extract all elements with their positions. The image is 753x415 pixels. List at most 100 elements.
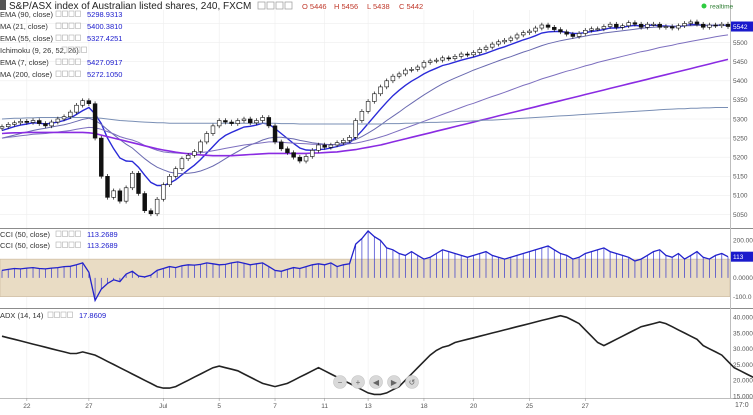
ohlc-open: O 5446 [302, 2, 327, 11]
candle [415, 66, 420, 70]
svg-text:113: 113 [733, 254, 744, 261]
candle [477, 49, 483, 53]
square-icon[interactable] [68, 230, 75, 237]
square-icon[interactable] [62, 22, 68, 29]
candle [645, 23, 650, 28]
legend-item[interactable]: ADX (14, 14) 17.8609 [0, 311, 106, 320]
square-icon[interactable] [55, 58, 62, 65]
ohlc-low: L 5438 [367, 2, 390, 11]
legend-item[interactable]: CCI (50, close) 113.2689 [0, 230, 118, 239]
square-icon[interactable] [47, 311, 54, 318]
title-buttons[interactable] [257, 1, 293, 10]
square-icon[interactable] [68, 22, 75, 29]
time-tick-label: 27 [85, 403, 93, 410]
legend-item[interactable]: EMA (55, close) 5327.4251 [0, 34, 122, 43]
legend-item[interactable]: Ichimoku (9, 26, 52, 26) [0, 46, 87, 55]
square-icon[interactable] [74, 46, 81, 53]
square-icon[interactable] [55, 22, 62, 29]
square-icon[interactable] [55, 241, 62, 248]
price-tick-label: 5150 [733, 174, 748, 181]
close-icon[interactable] [275, 1, 284, 10]
candle [223, 120, 228, 123]
square-icon[interactable] [75, 58, 81, 65]
svg-text:+: + [356, 378, 361, 387]
square-icon[interactable] [55, 34, 62, 41]
collapse-icon[interactable] [0, 0, 6, 10]
legend-item[interactable]: CCI (50, close) 113.2689 [0, 241, 118, 250]
square-icon[interactable] [55, 10, 62, 17]
ma-line [1, 58, 729, 157]
square-icon[interactable] [54, 311, 60, 318]
legend-label: Ichimoku (9, 26, 52, 26) [0, 46, 79, 55]
candle [372, 93, 377, 102]
adx-line [1, 314, 753, 396]
candle [328, 144, 334, 148]
candle [725, 23, 731, 27]
square-icon[interactable] [68, 58, 75, 65]
candle [465, 53, 470, 56]
candle [291, 152, 296, 158]
square-icon[interactable] [75, 10, 81, 17]
legend-label: ADX (14, 14) [0, 311, 44, 320]
price-tick-label: 5100 [733, 193, 748, 200]
scroll-left-icon[interactable]: ◀ [369, 375, 383, 389]
candle [496, 41, 501, 45]
square-icon[interactable] [62, 70, 68, 77]
svg-text:−: − [338, 378, 343, 387]
square-icon[interactable] [62, 241, 68, 248]
square-icon[interactable] [62, 230, 68, 237]
realtime-dot-icon [701, 3, 707, 9]
square-icon[interactable] [75, 230, 81, 237]
candle [353, 120, 358, 138]
reset-icon[interactable]: ↺ [405, 375, 419, 389]
legend-item[interactable]: MA (200, close) 5272.1050 [0, 70, 122, 79]
square-icon[interactable] [62, 58, 68, 65]
square-icon[interactable] [67, 311, 73, 318]
candle [427, 60, 433, 63]
legend-label: CCI (50, close) [0, 230, 51, 239]
candle [123, 187, 129, 202]
legend-label: CCI (50, close) [0, 241, 51, 250]
square-icon[interactable] [81, 46, 87, 53]
scroll-right-icon[interactable]: ▶ [387, 375, 401, 389]
square-icon[interactable] [75, 22, 81, 29]
square-icon[interactable] [68, 241, 75, 248]
square-icon[interactable] [62, 34, 68, 41]
candle [229, 121, 234, 124]
time-tick-label: 13 [364, 403, 372, 410]
square-icon[interactable] [68, 10, 75, 17]
legend-item[interactable]: EMA (7, close) 5427.0917 [0, 58, 122, 67]
candle [111, 190, 116, 198]
zoom-in-icon[interactable]: + [351, 375, 365, 389]
cci-band [0, 258, 731, 297]
square-icon[interactable] [68, 34, 75, 41]
time-tick-label: 5 [217, 403, 221, 410]
square-icon[interactable] [75, 70, 81, 77]
more-icon[interactable] [284, 1, 293, 10]
square-icon[interactable] [75, 34, 81, 41]
candle [241, 118, 247, 121]
legend-value: 5298.9313 [87, 10, 122, 19]
candle [471, 52, 476, 56]
square-icon[interactable] [60, 311, 67, 318]
square-icon[interactable] [68, 46, 74, 53]
eye-icon[interactable] [257, 1, 266, 10]
settings-icon[interactable] [266, 1, 275, 10]
square-icon[interactable] [55, 230, 62, 237]
adx-tick-label: 30.000 [733, 346, 753, 353]
square-icon[interactable] [68, 70, 75, 77]
square-icon[interactable] [55, 70, 62, 77]
candle [607, 23, 613, 27]
square-icon[interactable] [61, 46, 68, 53]
navigation-controls[interactable]: − + ◀ ▶ ↺ [333, 375, 419, 389]
zoom-out-icon[interactable]: − [333, 375, 347, 389]
candle [86, 100, 92, 105]
legend-label: EMA (7, close) [0, 58, 49, 67]
legend-item[interactable]: EMA (90, close) 5298.9313 [0, 10, 122, 19]
candle [378, 86, 383, 95]
square-icon[interactable] [75, 241, 81, 248]
square-icon[interactable] [62, 10, 68, 17]
legend-item[interactable]: MA (21, close) 5400.3810 [0, 22, 122, 31]
